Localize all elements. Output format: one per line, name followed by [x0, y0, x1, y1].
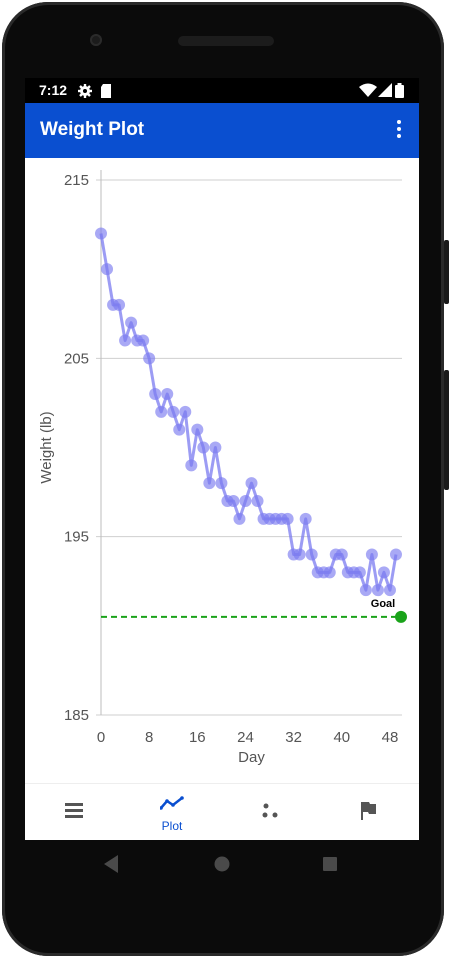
back-icon[interactable] — [104, 855, 118, 873]
nav-goal[interactable] — [319, 784, 417, 840]
data-point — [335, 548, 348, 561]
y-tick-label: 215 — [64, 172, 89, 189]
data-point — [203, 477, 216, 490]
data-point — [155, 405, 168, 418]
data-point — [281, 512, 294, 525]
sd-card-icon — [101, 84, 111, 98]
app-bar: Weight Plot — [25, 103, 419, 158]
y-tick-labels: 185 195 205 215 — [64, 172, 89, 724]
scatter-icon — [262, 803, 278, 818]
x-tick-label: 0 — [97, 729, 105, 746]
data-point — [323, 566, 336, 579]
x-axis-label: Day — [238, 749, 265, 766]
data-point — [143, 352, 156, 365]
nav-list[interactable] — [25, 784, 123, 840]
nav-plot[interactable]: Plot — [123, 784, 221, 840]
grid-lines — [96, 179, 402, 716]
y-tick-label: 195 — [64, 529, 89, 546]
data-point — [239, 495, 252, 507]
wifi-icon — [359, 83, 377, 97]
data-point — [233, 512, 246, 525]
data-point — [359, 584, 372, 597]
data-point — [383, 584, 396, 597]
data-point — [167, 405, 180, 418]
data-point — [137, 334, 150, 347]
nav-plot-label: Plot — [161, 819, 183, 833]
y-tick-label: 185 — [64, 707, 89, 724]
status-time: 7:12 — [39, 82, 68, 98]
data-point — [215, 477, 228, 490]
data-point — [209, 441, 222, 454]
volume-button — [444, 370, 449, 490]
chart-line-icon — [160, 796, 184, 810]
data-points — [95, 227, 402, 597]
data-point — [113, 298, 126, 311]
flag-icon — [361, 802, 376, 820]
data-point — [95, 227, 107, 240]
home-icon[interactable] — [214, 856, 230, 872]
goal-label: Goal — [371, 598, 395, 610]
data-point — [197, 441, 210, 454]
battery-icon — [395, 83, 404, 98]
x-tick-label: 8 — [145, 729, 153, 746]
data-point — [293, 548, 306, 561]
bottom-navigation: Plot — [25, 783, 419, 840]
data-point — [377, 566, 390, 579]
y-tick-label: 205 — [64, 350, 89, 367]
status-bar: 7:12 — [25, 78, 419, 103]
app-title: Weight Plot — [40, 119, 145, 140]
data-point — [119, 334, 132, 347]
data-point — [371, 584, 384, 597]
x-tick-label: 48 — [382, 729, 399, 746]
data-point — [173, 423, 186, 436]
nav-scatter[interactable] — [221, 784, 319, 840]
screen: 7:12 Weight Plot 185 195 205 215 — [25, 78, 419, 840]
front-camera — [90, 34, 102, 46]
x-tick-label: 24 — [237, 729, 254, 746]
data-point — [353, 566, 366, 579]
weight-chart: 185 195 205 215 0 8 16 24 32 40 48 Day Weight (lb… — [38, 170, 407, 766]
x-tick-label: 16 — [189, 729, 206, 746]
earpiece-speaker — [178, 36, 274, 46]
data-point — [245, 477, 258, 490]
data-point — [149, 388, 162, 400]
overflow-menu-icon[interactable] — [387, 117, 411, 145]
list-icon — [65, 803, 83, 818]
x-tick-labels: 0 8 16 24 32 40 48 — [97, 729, 398, 746]
system-nav-bar — [104, 855, 337, 873]
data-point — [227, 495, 240, 507]
goal-point — [395, 610, 407, 623]
data-point — [365, 548, 378, 561]
data-point — [389, 548, 402, 561]
data-point — [125, 316, 138, 329]
data-point — [191, 423, 204, 436]
data-point — [179, 405, 192, 418]
power-button — [444, 240, 449, 304]
y-axis-label: Weight (lb) — [38, 411, 55, 483]
data-point — [185, 459, 198, 472]
cell-signal-icon — [378, 83, 392, 97]
x-tick-label: 32 — [285, 729, 302, 746]
x-tick-label: 40 — [333, 729, 350, 746]
recents-icon[interactable] — [323, 857, 337, 871]
data-point — [161, 388, 174, 400]
data-point — [299, 512, 312, 525]
data-point — [305, 548, 318, 561]
data-point — [251, 495, 264, 507]
gear-icon — [78, 84, 92, 98]
data-point — [101, 263, 114, 276]
